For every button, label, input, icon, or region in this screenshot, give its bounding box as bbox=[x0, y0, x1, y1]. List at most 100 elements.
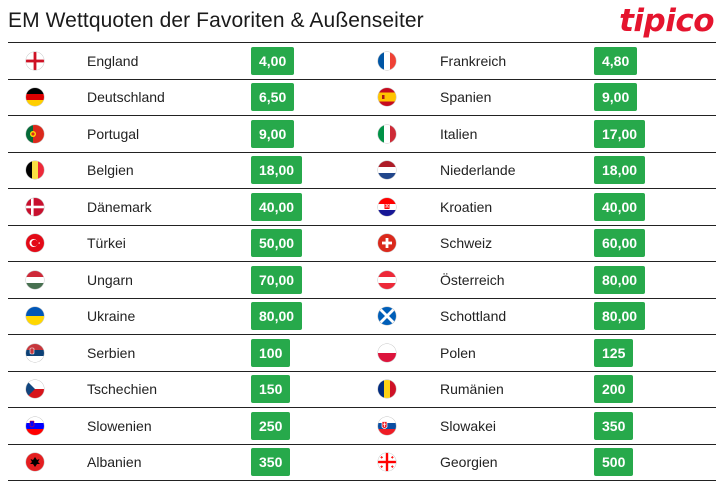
country-name: Ungarn bbox=[87, 271, 133, 288]
odds-badge: 50,00 bbox=[251, 229, 303, 258]
czechia-flag-icon bbox=[26, 380, 44, 399]
country-name: Italien bbox=[440, 125, 478, 142]
odds-entry-right: Niederlande 18,00 bbox=[362, 153, 716, 189]
odds-entry-left: Serbien 100 bbox=[8, 335, 362, 371]
france-flag-icon bbox=[378, 51, 396, 70]
odds-badge: 70,00 bbox=[251, 265, 303, 294]
odds-badge: 80,00 bbox=[251, 302, 303, 331]
odds-badge: 250 bbox=[251, 411, 291, 440]
serbia-flag-icon bbox=[26, 343, 44, 362]
country-name: Portugal bbox=[87, 125, 140, 142]
odds-entry-left: Deutschland 6,50 bbox=[8, 80, 362, 116]
table-row: Ungarn 70,00 Österreich 80,00 bbox=[8, 262, 716, 299]
country-name: Türkei bbox=[87, 235, 126, 252]
odds-table: England 4,00 Frankreich 4,80 Deutschland 6,50… bbox=[8, 42, 716, 481]
table-row: Dänemark 40,00 Kroatien 40,00 bbox=[8, 189, 716, 226]
odds-entry-right: Frankreich 4,80 bbox=[362, 43, 716, 79]
country-name: Slowenien bbox=[87, 417, 152, 434]
odds-badge: 6,50 bbox=[251, 83, 295, 112]
odds-entry-right: Kroatien 40,00 bbox=[362, 189, 716, 225]
hungary-flag-icon bbox=[26, 270, 44, 289]
odds-entry-left: Ungarn 70,00 bbox=[8, 262, 362, 298]
country-name: Belgien bbox=[87, 162, 134, 179]
odds-entry-left: England 4,00 bbox=[8, 43, 362, 79]
odds-badge: 150 bbox=[251, 375, 291, 404]
odds-entry-left: Türkei 50,00 bbox=[8, 226, 362, 262]
odds-badge: 80,00 bbox=[594, 302, 646, 331]
austria-flag-icon bbox=[378, 270, 396, 289]
country-name: Deutschland bbox=[87, 89, 165, 106]
netherlands-flag-icon bbox=[378, 161, 396, 180]
odds-entry-left: Portugal 9,00 bbox=[8, 116, 362, 152]
odds-entry-left: Slowenien 250 bbox=[8, 408, 362, 444]
turkey-flag-icon bbox=[26, 234, 44, 253]
country-name: Niederlande bbox=[440, 162, 516, 179]
odds-entry-left: Dänemark 40,00 bbox=[8, 189, 362, 225]
country-name: Georgien bbox=[440, 454, 498, 471]
odds-badge: 18,00 bbox=[594, 156, 646, 185]
romania-flag-icon bbox=[378, 380, 396, 399]
odds-entry-right: Polen 125 bbox=[362, 335, 716, 371]
odds-badge: 40,00 bbox=[251, 192, 303, 221]
odds-entry-left: Albanien 350 bbox=[8, 445, 362, 481]
odds-entry-right: Schweiz 60,00 bbox=[362, 226, 716, 262]
odds-badge: 100 bbox=[251, 338, 291, 367]
country-name: Slowakei bbox=[440, 417, 497, 434]
country-name: Tschechien bbox=[87, 381, 158, 398]
table-row: Türkei 50,00 Schweiz 60,00 bbox=[8, 226, 716, 262]
slovakia-flag-icon bbox=[378, 416, 396, 435]
odds-entry-right: Rumänien 200 bbox=[362, 372, 716, 408]
belgium-flag-icon bbox=[26, 161, 44, 180]
spain-flag-icon bbox=[378, 88, 396, 107]
odds-entry-right: Schottland 80,00 bbox=[362, 299, 716, 335]
country-name: Albanien bbox=[87, 454, 142, 471]
italy-flag-icon bbox=[378, 124, 396, 143]
odds-entry-left: Belgien 18,00 bbox=[8, 153, 362, 189]
switzerland-flag-icon bbox=[378, 234, 396, 253]
odds-badge: 4,80 bbox=[594, 46, 638, 75]
country-name: Dänemark bbox=[87, 198, 152, 215]
country-name: Schweiz bbox=[440, 235, 493, 252]
odds-badge: 9,00 bbox=[594, 83, 638, 112]
albania-flag-icon bbox=[26, 453, 44, 472]
table-row: Deutschland 6,50 Spanien 9,00 bbox=[8, 80, 716, 116]
odds-entry-left: Tschechien 150 bbox=[8, 372, 362, 408]
odds-badge: 350 bbox=[251, 448, 291, 477]
page-title: EM Wettquoten der Favoriten & Außenseite… bbox=[8, 9, 424, 32]
table-row: Ukraine 80,00 Schottland 80,00 bbox=[8, 299, 716, 335]
odds-entry-right: Georgien 500 bbox=[362, 445, 716, 481]
odds-badge: 500 bbox=[594, 448, 634, 477]
odds-badge: 40,00 bbox=[594, 192, 646, 221]
odds-entry-right: Spanien 9,00 bbox=[362, 80, 716, 116]
odds-badge: 18,00 bbox=[251, 156, 303, 185]
ukraine-flag-icon bbox=[26, 307, 44, 326]
portugal-flag-icon bbox=[26, 124, 44, 143]
country-name: Rumänien bbox=[440, 381, 504, 398]
odds-badge: 9,00 bbox=[251, 119, 295, 148]
odds-entry-left: Ukraine 80,00 bbox=[8, 299, 362, 335]
table-row: England 4,00 Frankreich 4,80 bbox=[8, 43, 716, 80]
table-row: Slowenien 250 Slowakei 350 bbox=[8, 408, 716, 445]
tipico-logo: tipico bbox=[619, 3, 714, 39]
england-flag-icon bbox=[26, 51, 44, 70]
table-row: Albanien 350 Georgien 500 bbox=[8, 445, 716, 481]
odds-badge: 350 bbox=[594, 411, 634, 440]
country-name: England bbox=[87, 52, 139, 69]
odds-entry-right: Österreich 80,00 bbox=[362, 262, 716, 298]
poland-flag-icon bbox=[378, 343, 396, 362]
odds-badge: 60,00 bbox=[594, 229, 646, 258]
country-name: Österreich bbox=[440, 271, 505, 288]
croatia-flag-icon bbox=[378, 197, 396, 216]
country-name: Spanien bbox=[440, 89, 492, 106]
denmark-flag-icon bbox=[26, 197, 44, 216]
table-row: Portugal 9,00 Italien 17,00 bbox=[8, 116, 716, 153]
country-name: Kroatien bbox=[440, 198, 493, 215]
odds-badge: 80,00 bbox=[594, 265, 646, 294]
georgia-flag-icon bbox=[378, 453, 396, 472]
table-row: Serbien 100 Polen 125 bbox=[8, 335, 716, 372]
odds-badge: 17,00 bbox=[594, 119, 646, 148]
odds-badge: 125 bbox=[594, 338, 634, 367]
table-row: Belgien 18,00 Niederlande 18,00 bbox=[8, 153, 716, 189]
country-name: Polen bbox=[440, 344, 476, 361]
odds-entry-right: Italien 17,00 bbox=[362, 116, 716, 152]
